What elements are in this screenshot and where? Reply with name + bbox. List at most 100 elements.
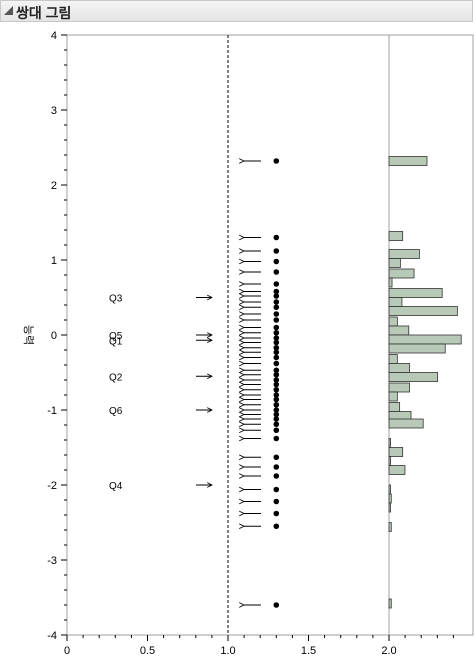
person-point (273, 339, 280, 346)
histogram-bar (388, 372, 439, 382)
histogram-bar (388, 402, 401, 412)
person-point (273, 281, 280, 287)
person-point (273, 324, 280, 331)
y-axis-label: 능력 (22, 325, 35, 345)
item-label: Q2 (109, 372, 123, 383)
person-points (244, 158, 280, 608)
histogram-bar (388, 258, 401, 268)
histogram-bar (388, 354, 398, 364)
person-point (273, 317, 280, 323)
histogram-bar (388, 598, 392, 609)
histogram-bar (388, 306, 458, 316)
person-point (273, 371, 280, 378)
person-point (273, 421, 280, 428)
person-point (273, 304, 280, 311)
histogram-bar (388, 343, 446, 354)
person-point (273, 464, 280, 470)
person-point (273, 335, 280, 341)
person-point (273, 234, 280, 241)
item-label: Q3 (109, 294, 123, 305)
person-point (273, 288, 280, 295)
person-point (273, 269, 280, 275)
person-point (273, 486, 280, 493)
y-tick-label: 4 (51, 30, 57, 42)
y-tick-label: 0 (51, 330, 57, 342)
person-point (273, 407, 280, 413)
histogram-bar (388, 456, 391, 466)
person-point (273, 473, 280, 479)
histogram-bar (388, 277, 393, 288)
y-axis: -4 -3 -2 -1 0 1 2 3 4 (47, 30, 67, 642)
histogram-bar (388, 391, 398, 402)
item-label: Q5 (109, 331, 123, 342)
histogram-bar (388, 316, 398, 327)
person-point (273, 354, 280, 361)
x-tick-label: 0 (64, 645, 70, 657)
y-tick-label: -1 (47, 405, 57, 417)
person-point (273, 344, 280, 351)
histogram (388, 156, 462, 609)
histogram-bar (388, 231, 404, 241)
histogram-bar (388, 493, 392, 504)
histogram-bar (388, 502, 391, 513)
person-point (273, 401, 280, 408)
histogram-bar (388, 522, 392, 532)
y-tick-label: -4 (47, 630, 57, 642)
person-point (273, 299, 280, 305)
histogram-bar (388, 156, 428, 166)
disclosure-triangle-icon[interactable] (4, 6, 13, 15)
histogram-bar (388, 363, 410, 373)
y-tick-label: -3 (47, 555, 57, 567)
histogram-bar (388, 382, 410, 393)
x-tick-label: 2.0 (381, 645, 396, 657)
histogram-bar (388, 484, 391, 495)
person-point (273, 258, 280, 265)
y-tick-label: 1 (51, 255, 57, 267)
person-point (273, 427, 280, 434)
histogram-bar (388, 297, 403, 307)
panel-header[interactable]: 쌍대 그림 (0, 0, 473, 22)
person-point (273, 367, 280, 374)
person-point (273, 435, 280, 442)
person-point (273, 349, 280, 356)
person-point (273, 311, 280, 317)
person-point (273, 248, 280, 254)
item-label: Q1 (109, 336, 123, 347)
person-point (273, 396, 280, 403)
histogram-bar (388, 249, 420, 259)
histogram-bar (388, 465, 406, 475)
person-point (273, 158, 280, 164)
histogram-bar (388, 288, 443, 298)
person-point (273, 454, 280, 461)
person-point (273, 411, 280, 418)
person-point (273, 392, 280, 398)
x-axis: 0 0.5 1.0 1.5 2.0 (64, 635, 454, 657)
y-tick-label: 3 (51, 105, 57, 117)
histogram-bar (388, 334, 462, 345)
x-tick-label: 0.5 (140, 645, 155, 657)
item-label: Q6 (109, 406, 123, 417)
histogram-bar (388, 418, 424, 429)
histogram-bar (388, 438, 391, 448)
person-point (273, 498, 280, 505)
x-tick-label: 1.5 (301, 645, 316, 657)
person-point (273, 360, 280, 367)
person-point (273, 386, 280, 393)
histogram-bar (388, 447, 404, 457)
y-tick-label: 2 (51, 180, 57, 192)
panel-title: 쌍대 그림 (16, 5, 72, 21)
histogram-bar (388, 325, 410, 336)
person-point (273, 510, 280, 517)
person-point (273, 381, 280, 388)
histogram-bar (388, 268, 415, 279)
x-tick-label: 1.0 (220, 645, 235, 657)
y-tick-label: -2 (47, 480, 57, 492)
person-point (273, 416, 280, 422)
person-point (273, 377, 280, 383)
item-label: Q4 (109, 481, 123, 492)
person-point (273, 602, 280, 608)
person-point (273, 329, 280, 336)
person-point (273, 523, 280, 530)
